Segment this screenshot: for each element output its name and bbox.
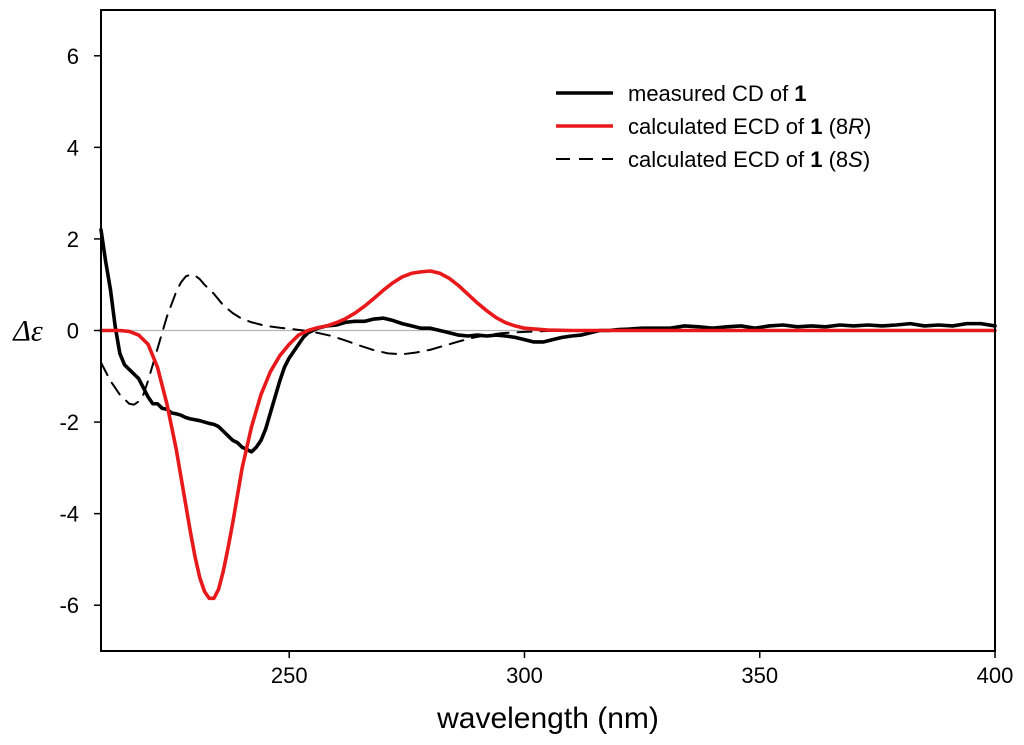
legend-label-2: calculated ECD of 1 (8R) [628, 114, 871, 139]
y-tick-label-2: 2 [67, 227, 79, 252]
legend: measured CD of 1 calculated ECD of 1 (8R)… [556, 81, 871, 172]
y-tick-label--4: -4 [59, 502, 79, 527]
x-tick-label-250: 250 [271, 663, 308, 688]
y-axis-title: Δε [12, 315, 43, 348]
x-tick-label-400: 400 [977, 663, 1014, 688]
legend-label-1: measured CD of 1 [628, 81, 807, 106]
y-tick-label-6: 6 [67, 44, 79, 69]
y-tick-label--2: -2 [59, 410, 79, 435]
x-tick-label-350: 350 [741, 663, 778, 688]
y-tick-label-0: 0 [67, 319, 79, 344]
legend-label-3: calculated ECD of 1 (8S) [628, 147, 870, 172]
y-tick-label--6: -6 [59, 593, 79, 618]
x-tick-label-300: 300 [506, 663, 543, 688]
series-line-calc-ecd-8r [99, 269, 997, 601]
series-line-measured-cd [99, 227, 997, 454]
x-axis-title: wavelength (nm) [436, 702, 659, 735]
y-tick-label-4: 4 [67, 135, 79, 160]
